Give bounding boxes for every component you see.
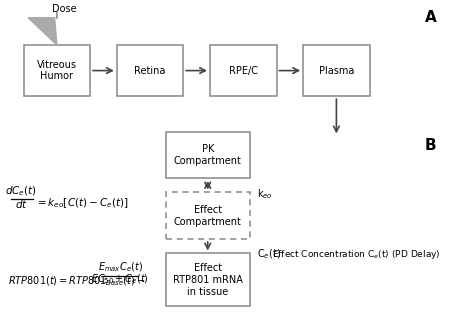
Text: Plasma: Plasma [319, 66, 354, 76]
Text: Effect
Compartment: Effect Compartment [174, 205, 242, 227]
FancyBboxPatch shape [165, 132, 250, 178]
Text: A: A [425, 10, 436, 25]
Text: Dose: Dose [53, 4, 77, 15]
Text: $EC_{50} + C_e(t)$: $EC_{50} + C_e(t)$ [91, 273, 149, 286]
Text: B: B [425, 138, 436, 153]
FancyBboxPatch shape [24, 45, 90, 96]
Text: C$_e$(t): C$_e$(t) [256, 247, 281, 261]
FancyBboxPatch shape [165, 253, 250, 306]
Text: $E_{max}C_e(t)$: $E_{max}C_e(t)$ [98, 261, 143, 274]
FancyBboxPatch shape [165, 192, 250, 239]
Text: Retina: Retina [134, 66, 166, 76]
Text: $dC_e(t)$: $dC_e(t)$ [5, 184, 37, 198]
FancyBboxPatch shape [210, 45, 276, 96]
Text: k$_{eo}$: k$_{eo}$ [256, 187, 272, 201]
Text: Effect
RTP801 mRNA
in tissue: Effect RTP801 mRNA in tissue [173, 263, 243, 296]
Text: PK
Compartment: PK Compartment [174, 144, 242, 166]
Text: $RTP801(t) = RTP801_{Base}(t) -$: $RTP801(t) = RTP801_{Base}(t) -$ [8, 274, 146, 287]
Polygon shape [28, 17, 57, 45]
Text: $= k_{eo}[C(t) - C_e(t)]$: $= k_{eo}[C(t) - C_e(t)]$ [35, 196, 128, 210]
Text: Effect Concentration C$_e$(t) (PD Delay): Effect Concentration C$_e$(t) (PD Delay) [272, 248, 441, 261]
Text: $dt$: $dt$ [15, 198, 28, 210]
Text: RPE/C: RPE/C [229, 66, 258, 76]
FancyBboxPatch shape [117, 45, 183, 96]
Text: Vitreous
Humor: Vitreous Humor [37, 60, 77, 82]
FancyBboxPatch shape [303, 45, 370, 96]
